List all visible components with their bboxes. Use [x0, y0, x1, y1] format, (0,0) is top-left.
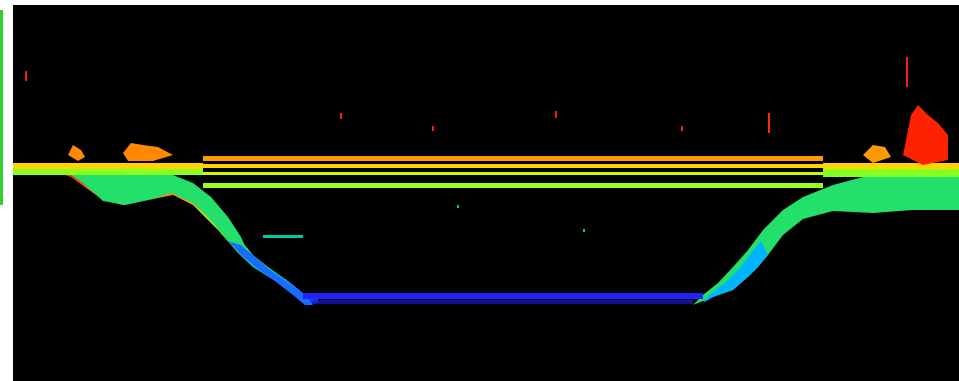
left-slope-blue: [228, 241, 313, 305]
cyan-point-center: [457, 205, 459, 208]
road-right-lower: [823, 169, 959, 177]
pole-point-4: [555, 111, 557, 118]
point-cloud-profile: [13, 57, 959, 305]
cyan-point-right: [583, 229, 585, 232]
left-embankment: [13, 165, 249, 255]
pole-point-6: [768, 113, 770, 133]
road-left-lower: [13, 169, 203, 175]
road-right: [823, 163, 959, 169]
cyan-points-left: [263, 235, 303, 238]
deck-top-orange: [203, 156, 823, 161]
point-cloud-viewport[interactable]: [13, 5, 959, 381]
pole-point-2: [340, 113, 342, 119]
deck-bottom-green: [203, 183, 823, 188]
right-embankment: [693, 167, 959, 305]
riverbed-speckle: [313, 300, 693, 304]
pole-point-1: [25, 71, 27, 81]
pole-point-7: [906, 57, 908, 87]
deck-yellow: [198, 164, 828, 168]
riverbed-line: [303, 293, 703, 299]
right-slope-cyan: [703, 241, 768, 303]
deck-lime: [198, 172, 828, 175]
window-edge-accent: [0, 10, 3, 205]
pole-point-3: [432, 126, 434, 131]
right-tree-cluster: [903, 105, 948, 165]
left-vegetation: [68, 143, 173, 161]
right-bush: [863, 145, 891, 163]
pole-point-5: [681, 126, 683, 131]
road-left: [13, 163, 203, 169]
